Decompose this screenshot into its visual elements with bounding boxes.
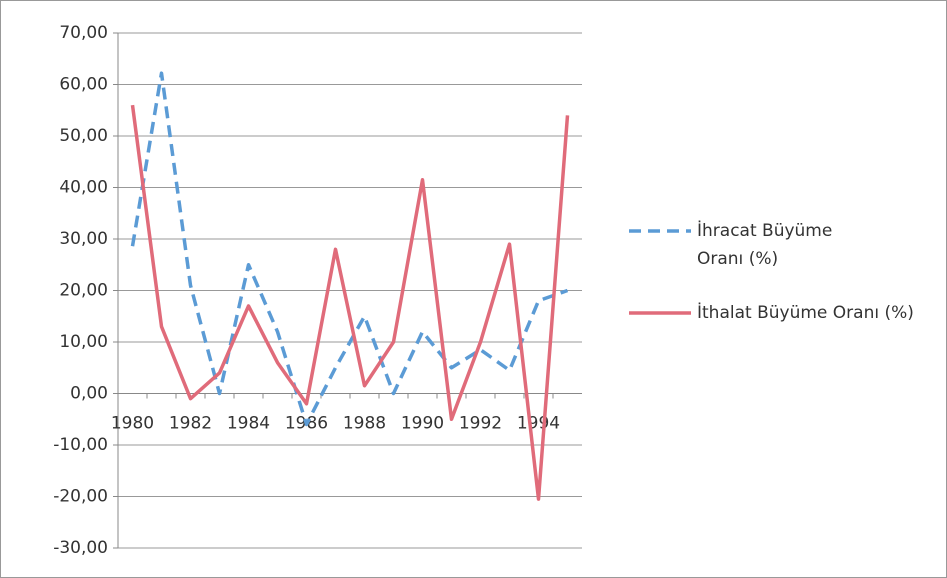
x-tick-label: 1982 <box>169 414 212 434</box>
y-tick-label: -20,00 <box>53 487 108 507</box>
y-tick-label: -30,00 <box>53 538 108 558</box>
y-tick-label: 20,00 <box>59 281 108 301</box>
y-tick-label: 10,00 <box>59 332 108 352</box>
y-tick-label: 70,00 <box>59 23 108 43</box>
x-tick-label: 1988 <box>343 414 386 434</box>
x-tick-label: 1992 <box>459 414 502 434</box>
x-tick-label: 1994 <box>517 414 560 434</box>
series-line <box>130 71 569 427</box>
legend-label: İhracat Büyüme Oranı (%) <box>697 221 833 269</box>
y-tick-label: 30,00 <box>59 229 108 249</box>
x-tick-label: 1990 <box>401 414 444 434</box>
y-tick-label: 50,00 <box>59 126 108 146</box>
series-line <box>130 104 570 501</box>
y-tick-label: 40,00 <box>59 178 108 198</box>
x-tick-label: 1984 <box>227 414 270 434</box>
x-tick-label: 1980 <box>111 414 154 434</box>
y-tick-label: 60,00 <box>59 75 108 95</box>
y-tick-label: -10,00 <box>53 435 108 455</box>
legend-label: İthalat Büyüme Oranı (%) <box>697 303 914 323</box>
y-tick-label: 0,00 <box>70 384 108 404</box>
